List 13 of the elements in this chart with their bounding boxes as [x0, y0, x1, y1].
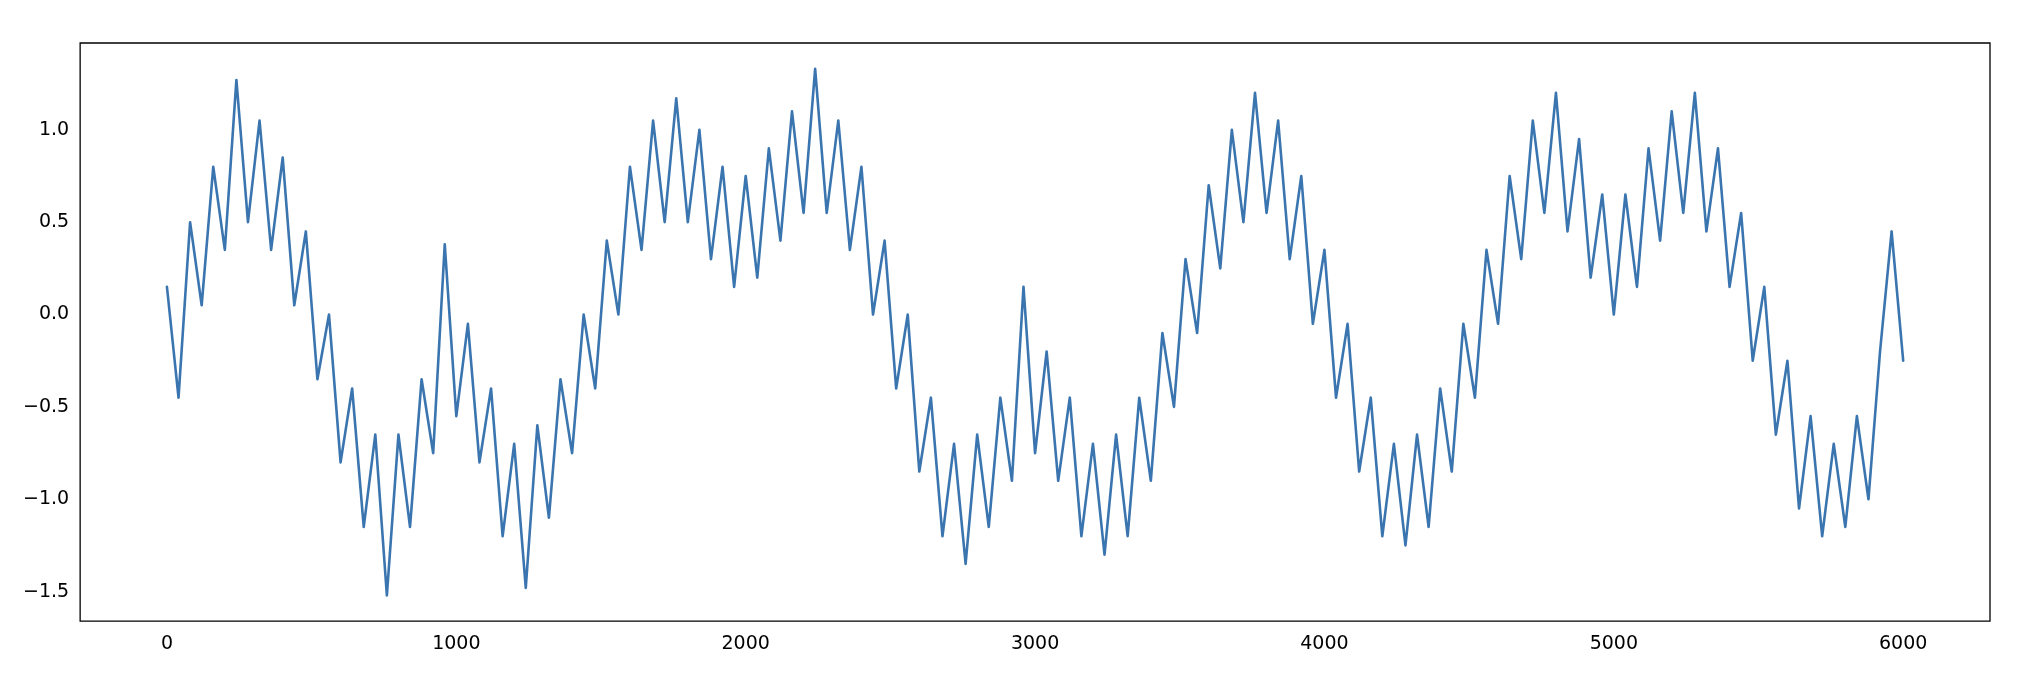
x-tick-label: 4000: [1300, 630, 1349, 653]
y-tick-label: −1.0: [23, 486, 70, 509]
y-tick-label: 0.5: [38, 209, 70, 232]
y-tick-label: −0.5: [23, 393, 70, 416]
x-tick-label: 0: [160, 630, 173, 653]
y-tick-label: −1.5: [23, 578, 70, 601]
y-tick-label: 1.0: [38, 116, 70, 139]
x-tick-label: 6000: [1879, 630, 1928, 653]
x-tick-label: 2000: [721, 630, 770, 653]
x-tick-label: 1000: [432, 630, 481, 653]
y-tick-label: 0.0: [38, 301, 70, 324]
x-tick-label: 3000: [1010, 630, 1060, 653]
x-tick-label: 5000: [1589, 630, 1638, 653]
